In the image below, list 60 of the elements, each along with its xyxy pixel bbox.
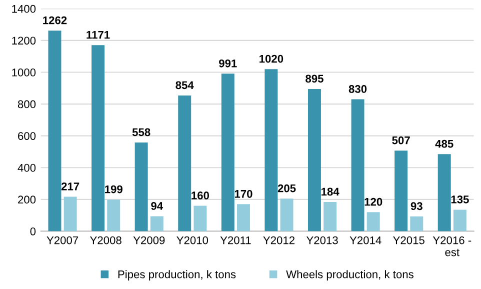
bar xyxy=(150,216,164,232)
x-tick-label: Y2012 xyxy=(263,236,294,244)
data-label: 93 xyxy=(410,202,422,210)
bar xyxy=(64,196,77,232)
y-tick-label: 200 xyxy=(18,196,36,204)
data-label: 1020 xyxy=(260,54,284,63)
legend-label: Wheels production, k tons xyxy=(286,270,414,280)
bar xyxy=(178,95,192,232)
data-label: 160 xyxy=(192,192,210,200)
data-label: 854 xyxy=(176,81,194,90)
x-tick-label: Y2015 xyxy=(393,236,424,244)
x-tick-label: Y2007 xyxy=(46,236,78,244)
bar xyxy=(280,198,294,232)
data-label: 485 xyxy=(435,140,454,148)
x-tick-label: Y2009 xyxy=(133,236,165,244)
y-tick-label: 1000 xyxy=(12,68,36,76)
bar xyxy=(221,74,234,232)
data-label: 205 xyxy=(278,184,296,192)
x-tick-label: Y2010 xyxy=(176,236,208,244)
data-label: 94 xyxy=(151,202,164,210)
data-label: 135 xyxy=(451,196,469,204)
y-tick-label: 1200 xyxy=(12,36,36,45)
data-label: 895 xyxy=(306,74,324,83)
y-tick-label: 600 xyxy=(18,132,36,140)
y-tick-label: 800 xyxy=(18,100,36,108)
data-label: 120 xyxy=(364,198,382,206)
x-tick-label: Y2008 xyxy=(90,236,122,244)
bar xyxy=(351,99,364,232)
bar xyxy=(308,88,321,232)
bar xyxy=(394,150,408,232)
bar xyxy=(134,142,148,232)
data-label: 991 xyxy=(219,59,237,68)
data-label: 830 xyxy=(348,85,367,93)
bar xyxy=(236,204,250,232)
bar xyxy=(453,210,466,232)
legend-label: Pipes production, k tons xyxy=(118,270,236,280)
bar xyxy=(324,202,337,232)
data-label: 1171 xyxy=(86,30,110,39)
bar xyxy=(366,212,380,232)
bar xyxy=(438,154,451,232)
bar xyxy=(107,200,120,232)
data-label: 1262 xyxy=(43,16,67,24)
bar xyxy=(194,206,207,232)
x-tick-label: Y2013 xyxy=(306,236,338,244)
x-tick-label: Y2016 - est xyxy=(432,236,472,256)
y-tick-label: 1400 xyxy=(12,4,36,13)
x-tick-label: Y2014 xyxy=(350,236,382,244)
data-label: 558 xyxy=(132,128,150,136)
bar xyxy=(410,216,424,232)
data-label: 170 xyxy=(234,190,252,198)
data-label: 507 xyxy=(392,136,410,144)
bar xyxy=(264,69,278,232)
y-tick-label: 400 xyxy=(18,164,36,172)
x-tick-label: Y2011 xyxy=(220,236,251,244)
bar xyxy=(48,30,62,232)
data-label: 184 xyxy=(321,188,340,196)
y-tick-label: 0 xyxy=(30,227,36,236)
data-label: 217 xyxy=(61,182,80,190)
data-label: 199 xyxy=(105,185,122,194)
bar xyxy=(92,45,105,232)
